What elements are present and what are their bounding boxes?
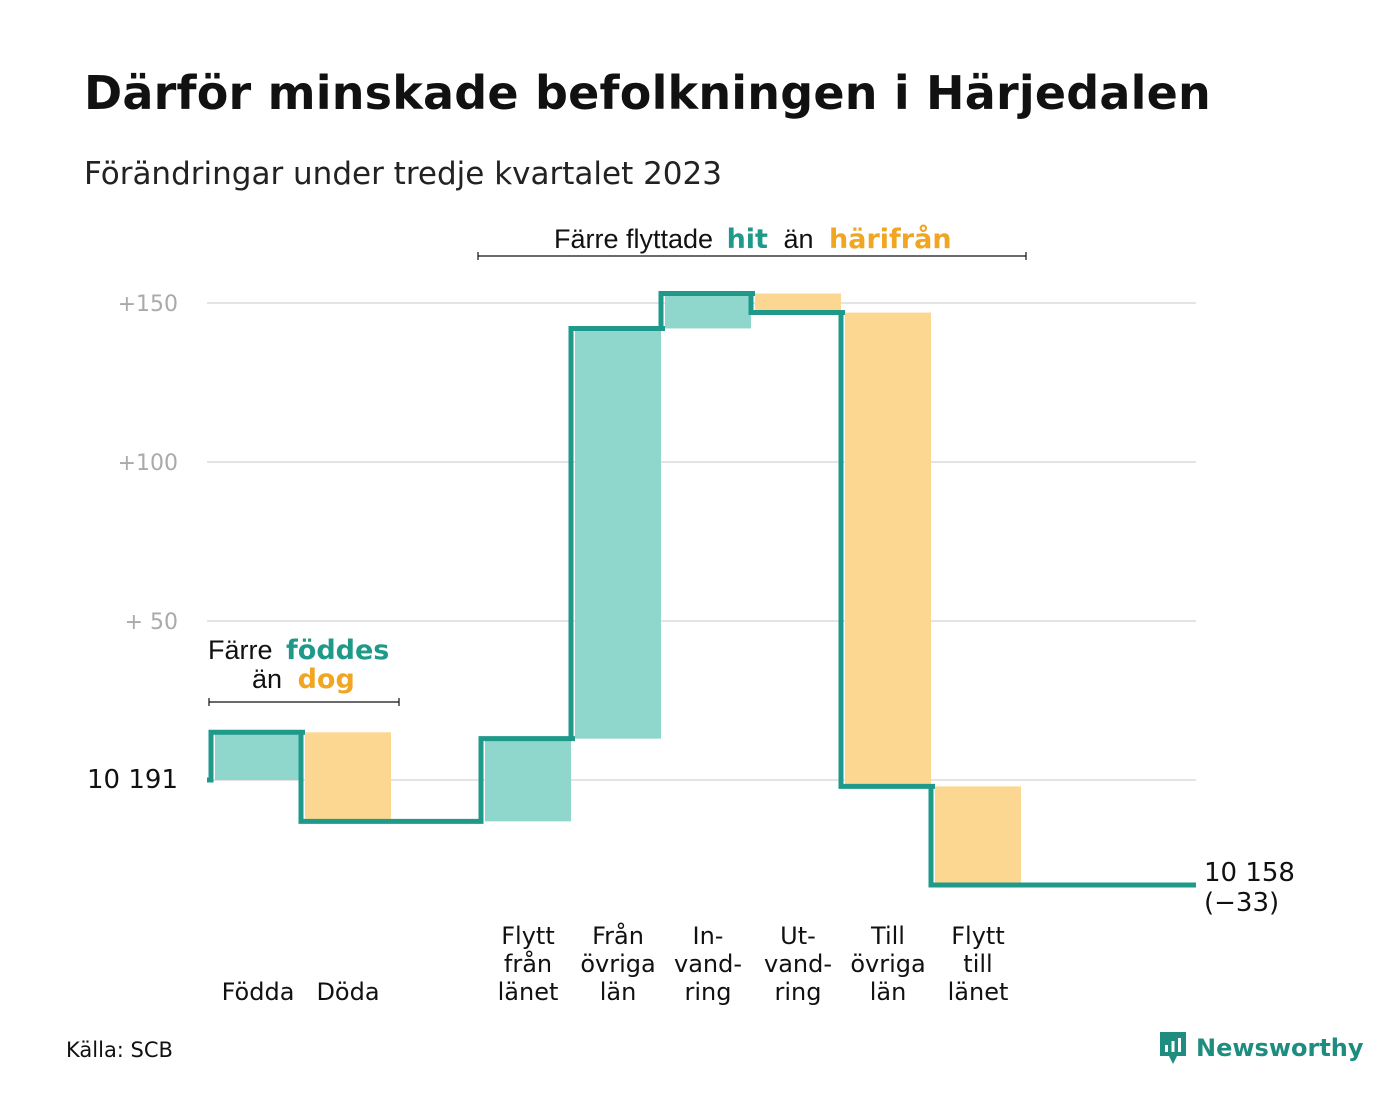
category-label: övriga: [580, 950, 655, 978]
chart-title: Därför minskade befolkningen i Härjedale…: [84, 66, 1211, 120]
svg-text:Färre föddes: Färre föddes: [208, 635, 389, 666]
svg-text:Färre flyttade hit: Färre flyttade hit än härifrån: [554, 223, 952, 255]
y-tick-label: +150: [118, 292, 178, 317]
start-value-label: 10 191: [87, 765, 178, 795]
category-label: ring: [685, 978, 732, 1006]
births-annotation: Färre föddes än dog: [208, 635, 400, 706]
migration-annotation-middle: än: [783, 224, 813, 254]
end-value-label: 10 158: [1204, 858, 1295, 888]
svg-text:än dog: än dog: [252, 664, 355, 695]
bar-ut-vandring: [755, 293, 841, 313]
category-label: vand-: [764, 950, 832, 978]
running-total-line: [207, 290, 1196, 888]
gridlines: [207, 302, 1196, 781]
bar-döda: [305, 732, 391, 822]
births-annotation-middle: än: [252, 664, 282, 694]
migration-annotation: Färre flyttade hit än härifrån: [477, 223, 1027, 260]
y-tick-label: +100: [118, 451, 178, 476]
migration-bracket: [477, 252, 1027, 260]
bar-flytt-från-länet: [485, 738, 571, 822]
category-label: övriga: [850, 950, 925, 978]
category-label: län: [870, 978, 907, 1006]
bar-till-övriga-län: [845, 312, 931, 787]
category-label: till: [963, 950, 992, 978]
category-label: Flytt: [951, 922, 1005, 950]
end-change-label: (−33): [1204, 888, 1279, 918]
category-label: län: [600, 978, 637, 1006]
category-label: ring: [775, 978, 822, 1006]
brand-logo: Newsworthy: [1158, 1030, 1364, 1066]
chart-subtitle: Förändringar under tredje kvartalet 2023: [84, 156, 722, 192]
category-label: Födda: [222, 978, 295, 1006]
bars: [215, 293, 1021, 885]
migration-annotation-hit: hit: [727, 224, 768, 255]
migration-annotation-harifran: härifrån: [829, 223, 952, 255]
brand-name: Newsworthy: [1196, 1034, 1364, 1062]
bar-från-övriga-län: [575, 328, 661, 739]
category-label: länet: [498, 978, 559, 1006]
category-label: länet: [948, 978, 1009, 1006]
births-annotation-foddes: föddes: [286, 635, 389, 666]
category-label: Ut-: [780, 922, 816, 950]
category-label: från: [504, 949, 552, 978]
category-label: Från: [592, 921, 644, 950]
category-label: Till: [870, 922, 905, 950]
running-total-path: [207, 290, 1196, 888]
births-annotation-prefix: Färre: [208, 635, 273, 665]
category-label: In-: [693, 922, 724, 950]
births-bracket: [208, 698, 400, 706]
newsworthy-logo-icon: [1160, 1032, 1186, 1064]
bar-flytt-till-länet: [935, 786, 1021, 885]
category-label: vand-: [674, 950, 742, 978]
migration-annotation-prefix: Färre flyttade: [554, 224, 713, 254]
source-note: Källa: SCB: [66, 1038, 173, 1062]
category-label: Döda: [316, 978, 379, 1006]
births-annotation-dog: dog: [298, 664, 355, 695]
y-tick-label: + 50: [125, 610, 178, 635]
category-label: Flytt: [501, 922, 555, 950]
bar-in-vandring: [665, 293, 751, 329]
bar-födda: [215, 732, 301, 780]
